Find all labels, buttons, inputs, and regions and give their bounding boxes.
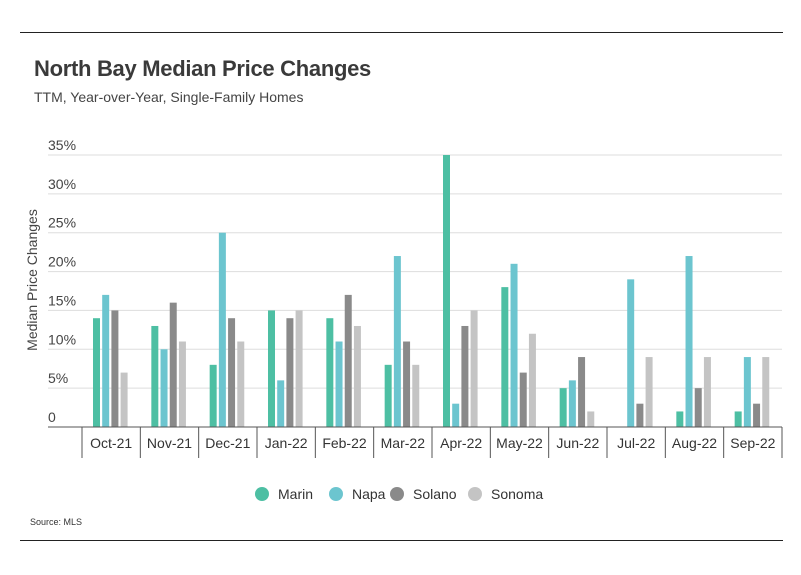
bar-marin-mar-22	[384, 364, 392, 427]
y-tick-label: 35%	[48, 137, 76, 153]
bar-napa-apr-22	[452, 403, 460, 427]
legend-swatch	[329, 487, 343, 501]
x-axis: Oct-21 Nov-21 Dec-21 Jan-22 Feb-22 Mar-22 Apr-…	[48, 426, 783, 458]
y-tick-labels: 0 5% 10% 15% 20% 25% 30% 35%	[48, 137, 76, 425]
bar-sonoma-jan-22	[295, 310, 303, 427]
y-tick-label: 30%	[48, 176, 76, 192]
legend-item-sonoma: Sonoma	[468, 486, 543, 502]
legend-label: Sonoma	[491, 486, 543, 502]
x-tick-label: Mar-22	[381, 435, 426, 451]
bar-sonoma-jun-22	[587, 411, 595, 427]
bar-solano-jul-22	[636, 403, 644, 427]
bar-marin-jun-22	[559, 388, 567, 427]
y-tick-label: 20%	[48, 254, 76, 270]
bar-sonoma-feb-22	[353, 325, 361, 427]
legend: Marin Napa Solano Sonoma	[255, 486, 543, 502]
x-tick-label: Oct-21	[90, 435, 132, 451]
bar-napa-sep-22	[743, 357, 751, 427]
bar-napa-may-22	[510, 263, 518, 427]
chart-subtitle: TTM, Year-over-Year, Single-Family Homes	[34, 89, 304, 105]
bar-solano-dec-21	[228, 318, 236, 427]
bar-sonoma-mar-22	[412, 364, 420, 427]
bar-marin-jan-22	[268, 310, 275, 427]
legend-label: Solano	[413, 486, 457, 502]
legend-swatch	[255, 487, 269, 501]
bottom-rule	[20, 540, 783, 541]
bar-solano-sep-22	[753, 403, 761, 427]
bar-solano-mar-22	[403, 341, 411, 427]
bar-napa-dec-21	[218, 232, 226, 427]
bar-napa-aug-22	[685, 256, 693, 427]
bar-solano-nov-21	[169, 302, 177, 427]
bar-solano-oct-21	[111, 310, 119, 427]
bar-marin-apr-22	[443, 155, 450, 427]
chart-title: North Bay Median Price Changes	[34, 56, 371, 81]
x-tick-label: Dec-21	[205, 435, 250, 451]
x-tick-label: Jun-22	[556, 435, 599, 451]
bar-sonoma-oct-21	[120, 372, 128, 427]
x-tick-label: Aug-22	[672, 435, 717, 451]
bar-marin-feb-22	[326, 318, 334, 427]
bar-marin-may-22	[501, 287, 509, 427]
bar-solano-feb-22	[344, 294, 352, 427]
legend-item-marin: Marin	[255, 486, 313, 502]
bar-napa-jun-22	[568, 380, 576, 427]
legend-swatch	[390, 487, 404, 501]
bar-solano-apr-22	[461, 325, 469, 427]
bar-marin-dec-21	[209, 364, 217, 427]
bar-sonoma-may-22	[528, 333, 536, 427]
bar-solano-may-22	[519, 372, 527, 427]
bar-sonoma-sep-22	[762, 357, 770, 427]
bar-solano-jun-22	[578, 357, 586, 427]
x-tick-label: Feb-22	[322, 435, 367, 451]
bar-sonoma-dec-21	[237, 341, 245, 427]
legend-item-solano: Solano	[390, 486, 457, 502]
y-tick-label: 10%	[48, 331, 76, 347]
x-tick-label: Apr-22	[440, 435, 482, 451]
bar-marin-nov-21	[151, 325, 159, 427]
x-tick-label: May-22	[496, 435, 543, 451]
y-axis-label: Median Price Changes	[24, 209, 40, 351]
y-tick-label: 15%	[48, 292, 76, 308]
bar-solano-aug-22	[694, 388, 702, 427]
source-note: Source: MLS	[30, 517, 83, 527]
x-tick-label: Nov-21	[147, 435, 192, 451]
legend-label: Marin	[278, 486, 313, 502]
bar-napa-jan-22	[277, 380, 285, 427]
x-tick-label: Sep-22	[730, 435, 775, 451]
bar-marin-oct-21	[93, 318, 100, 427]
top-rule	[20, 32, 783, 33]
legend-item-napa: Napa	[329, 486, 386, 502]
bar-sonoma-nov-21	[178, 341, 186, 427]
legend-label: Napa	[352, 486, 386, 502]
y-tick-label: 5%	[48, 370, 68, 386]
bar-napa-mar-22	[393, 256, 401, 427]
legend-swatch	[468, 487, 482, 501]
bar-sonoma-apr-22	[470, 310, 478, 427]
x-tick-label: Jul-22	[617, 435, 655, 451]
bars	[93, 155, 770, 427]
bar-napa-feb-22	[335, 341, 343, 427]
bar-marin-sep-22	[734, 411, 742, 427]
bar-solano-jan-22	[286, 318, 294, 427]
x-tick-label: Jan-22	[265, 435, 308, 451]
bar-napa-nov-21	[160, 349, 168, 427]
bar-napa-oct-21	[102, 294, 110, 427]
bar-sonoma-aug-22	[703, 357, 711, 427]
bar-sonoma-jul-22	[645, 357, 653, 427]
bar-marin-aug-22	[676, 411, 684, 427]
bar-napa-jul-22	[627, 279, 635, 427]
y-tick-label: 25%	[48, 215, 76, 231]
y-tick-label: 0	[48, 409, 56, 425]
